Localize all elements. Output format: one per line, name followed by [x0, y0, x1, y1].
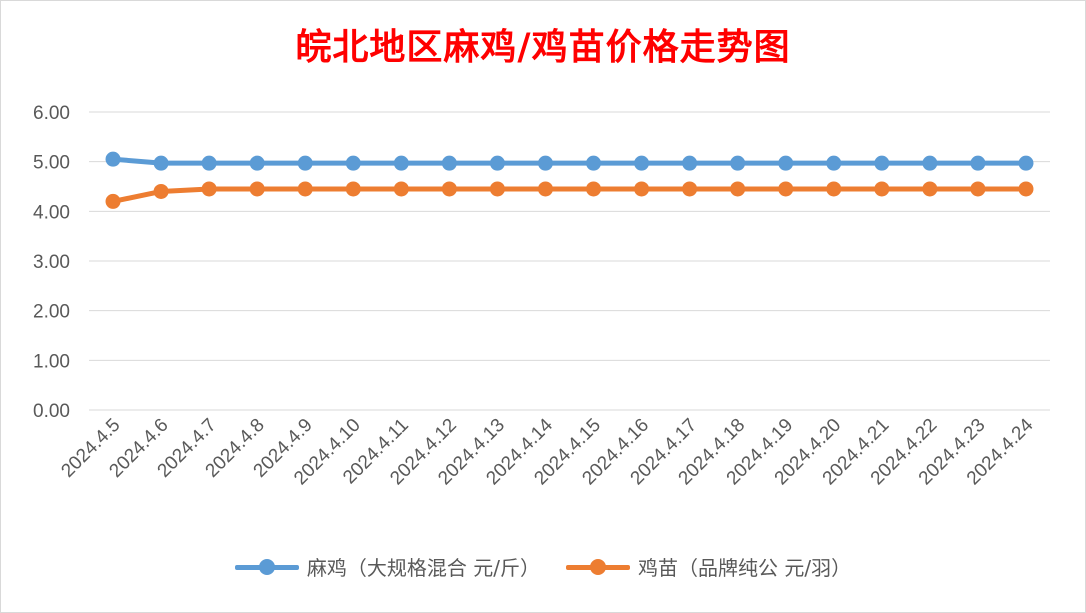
- data-point: [586, 155, 602, 171]
- data-point: [826, 181, 842, 197]
- legend-label-series-2: 鸡苗（品牌纯公 元/羽）: [638, 556, 852, 580]
- data-point: [441, 181, 457, 197]
- legend-swatch-series-1: [234, 555, 299, 579]
- data-point: [730, 181, 746, 197]
- data-point: [489, 155, 505, 171]
- data-point: [105, 151, 121, 167]
- data-point: [105, 193, 121, 209]
- data-point: [297, 155, 313, 171]
- data-point: [153, 183, 169, 199]
- data-point: [682, 155, 698, 171]
- data-point: [345, 155, 361, 171]
- data-point: [1018, 181, 1034, 197]
- chart-title: 皖北地区麻鸡/鸡苗价格走势图: [295, 26, 791, 68]
- y-tick-label: 2.00: [33, 302, 70, 323]
- data-point: [874, 155, 890, 171]
- data-point: [730, 155, 746, 171]
- legend: 麻鸡（大规格混合 元/斤） 鸡苗（品牌纯公 元/羽）: [0, 552, 1086, 581]
- data-point: [393, 181, 409, 197]
- data-point: [634, 155, 650, 171]
- data-point: [922, 181, 938, 197]
- data-point: [826, 155, 842, 171]
- legend-swatch-series-2: [566, 555, 630, 579]
- data-point: [537, 181, 553, 197]
- data-point: [778, 155, 794, 171]
- data-point: [249, 155, 265, 171]
- y-tick-label: 1.00: [33, 351, 70, 372]
- data-point: [682, 181, 698, 197]
- data-point: [586, 181, 602, 197]
- y-tick-label: 4.00: [33, 202, 70, 223]
- data-point: [970, 155, 986, 171]
- data-point: [249, 181, 265, 197]
- data-point: [393, 155, 409, 171]
- data-point: [297, 181, 313, 197]
- data-point: [970, 181, 986, 197]
- series-line-1: [110, 156, 1029, 166]
- data-point: [153, 155, 169, 171]
- y-tick-label: 0.00: [33, 401, 70, 422]
- data-point: [537, 155, 553, 171]
- data-point: [922, 155, 938, 171]
- data-point: [489, 181, 505, 197]
- data-point: [634, 181, 650, 197]
- series-line-2: [110, 186, 1029, 204]
- data-point: [201, 155, 217, 171]
- y-tick-label: 3.00: [33, 252, 70, 273]
- y-tick-label: 6.00: [33, 103, 70, 124]
- legend-item-series-1: 麻鸡（大规格混合 元/斤）: [234, 552, 540, 581]
- data-point: [441, 155, 457, 171]
- legend-label-series-1: 麻鸡（大规格混合 元/斤）: [306, 556, 540, 580]
- data-point: [1018, 155, 1034, 171]
- data-point: [201, 181, 217, 197]
- data-point: [778, 181, 794, 197]
- data-point: [874, 181, 890, 197]
- data-point: [345, 181, 361, 197]
- legend-item-series-2: 鸡苗（品牌纯公 元/羽）: [566, 552, 851, 581]
- y-tick-label: 5.00: [33, 153, 70, 174]
